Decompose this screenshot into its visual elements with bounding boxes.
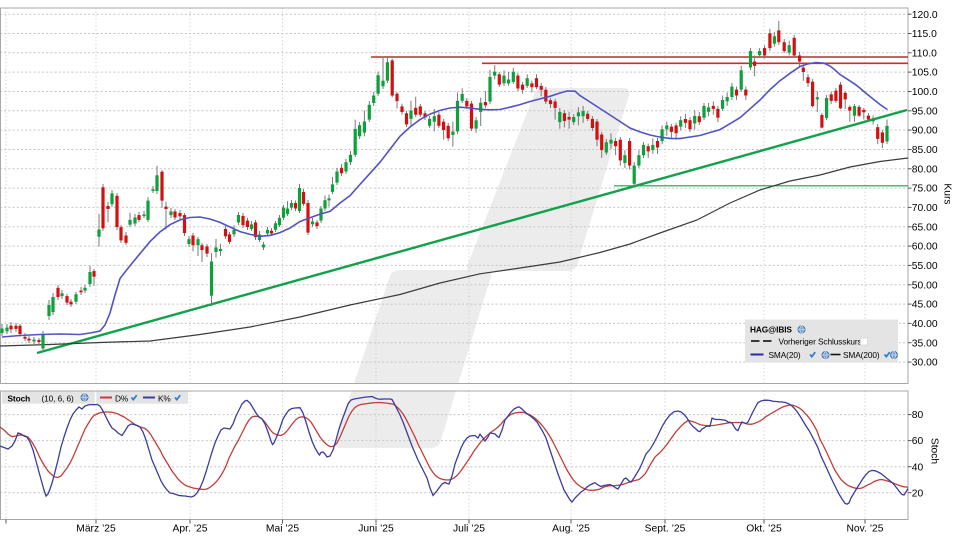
svg-text:100.0: 100.0: [912, 87, 938, 98]
svg-text:März ’25: März ’25: [76, 524, 116, 535]
svg-text:Juni ’25: Juni ’25: [358, 524, 394, 535]
svg-text:Aug. ’25: Aug. ’25: [552, 524, 590, 535]
svg-text:110.0: 110.0: [912, 48, 937, 59]
svg-text:Vorheriger Schlusskurs: Vorheriger Schlusskurs: [779, 337, 862, 347]
svg-text:65.00: 65.00: [912, 222, 938, 233]
svg-text:90.00: 90.00: [912, 126, 938, 137]
svg-text:K%: K%: [158, 394, 171, 404]
svg-text:Nov. ’25: Nov. ’25: [846, 524, 883, 535]
svg-text:Kurs: Kurs: [942, 183, 953, 204]
svg-text:(10, 6, 6): (10, 6, 6): [42, 394, 75, 404]
svg-text:40: 40: [912, 462, 924, 473]
svg-text:20: 20: [912, 488, 924, 499]
svg-text:80.00: 80.00: [912, 164, 938, 175]
svg-text:Juli ’25: Juli ’25: [453, 524, 485, 535]
svg-text:105.0: 105.0: [912, 68, 938, 79]
svg-text:Okt. ’25: Okt. ’25: [746, 524, 782, 535]
svg-text:85.00: 85.00: [912, 145, 938, 156]
svg-text:SMA(20): SMA(20): [769, 350, 801, 360]
svg-text:35.00: 35.00: [912, 338, 938, 349]
svg-text:Stoch: Stoch: [929, 438, 940, 465]
svg-text:60: 60: [912, 436, 924, 447]
svg-text:D%: D%: [115, 394, 129, 404]
svg-text:50.00: 50.00: [912, 280, 938, 291]
svg-text:80: 80: [912, 410, 924, 421]
svg-text:115.0: 115.0: [912, 29, 937, 40]
svg-text:Sept. ’25: Sept. ’25: [645, 524, 686, 535]
svg-text:45.00: 45.00: [912, 300, 938, 311]
svg-text:Stoch: Stoch: [8, 394, 31, 404]
svg-text:HAG@IBIS: HAG@IBIS: [750, 325, 792, 335]
svg-text:SMA(200): SMA(200): [843, 350, 880, 360]
svg-text:Apr. ’25: Apr. ’25: [173, 524, 208, 535]
svg-text:40.00: 40.00: [912, 319, 938, 330]
svg-text:95.00: 95.00: [912, 106, 938, 117]
svg-text:120.0: 120.0: [912, 10, 938, 21]
svg-text:70.00: 70.00: [912, 203, 938, 214]
svg-text:75.00: 75.00: [912, 184, 938, 195]
svg-text:55.00: 55.00: [912, 261, 938, 272]
svg-text:30.00: 30.00: [912, 358, 938, 369]
svg-text:Mai ’25: Mai ’25: [266, 524, 299, 535]
svg-text:60.00: 60.00: [912, 242, 938, 253]
